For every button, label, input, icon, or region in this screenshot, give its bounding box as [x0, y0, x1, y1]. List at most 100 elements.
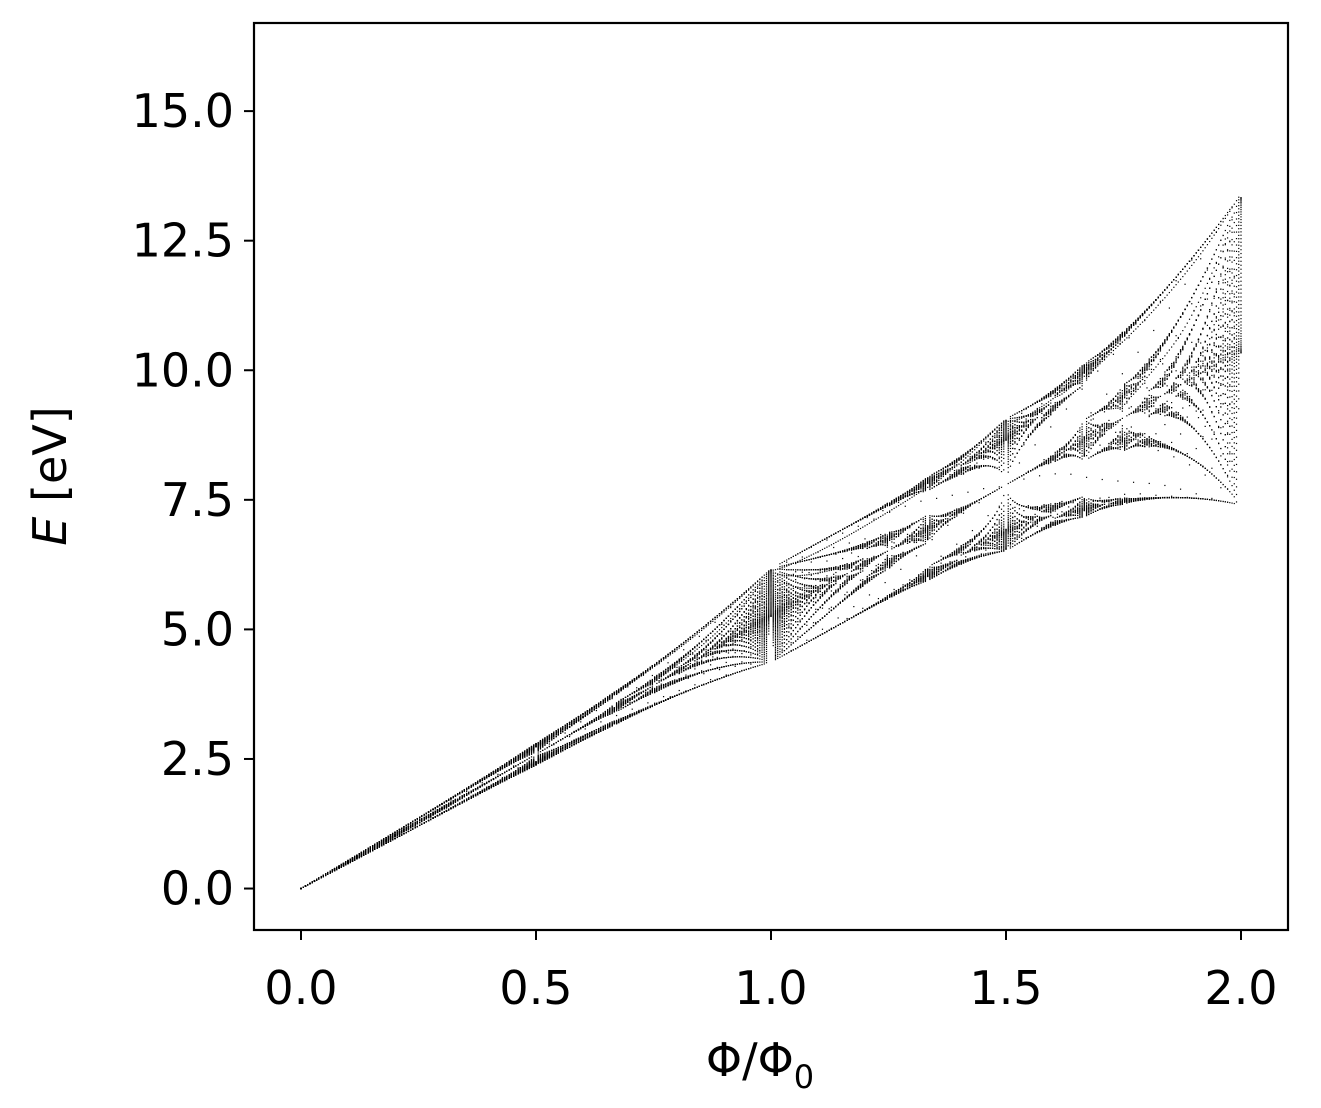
- spectrum-point: [470, 784, 472, 787]
- spectrum-point: [423, 821, 425, 824]
- spectrum-point: [439, 804, 441, 806]
- spectrum-point: [459, 796, 461, 798]
- spectrum-point: [407, 825, 410, 827]
- spectrum-point: [479, 779, 481, 781]
- spectrum-point: [398, 832, 401, 834]
- spectrum-point: [450, 801, 452, 803]
- spectrum-point: [430, 816, 432, 818]
- spectrum-point: [432, 817, 434, 819]
- spectrum-point: [403, 828, 405, 830]
- spectrum-point: [432, 814, 434, 816]
- spectrum-point: [410, 826, 412, 828]
- spectrum-point: [470, 795, 472, 797]
- spectrum-point: [374, 845, 376, 847]
- spectrum-point: [466, 787, 468, 789]
- spectrum-point: [372, 848, 374, 850]
- spectrum-point: [419, 824, 421, 826]
- spectrum-point: [439, 807, 441, 810]
- spectrum-point: [372, 846, 374, 848]
- spectrum-point: [378, 841, 380, 843]
- spectrum-point: [396, 833, 398, 835]
- spectrum-point: [439, 810, 441, 812]
- spectrum-point: [358, 853, 360, 855]
- spectrum-point: [369, 846, 371, 848]
- spectrum-point: [385, 839, 387, 841]
- spectrum-point: [461, 790, 463, 792]
- spectrum-point: [387, 841, 389, 843]
- spectrum-point: [307, 883, 309, 886]
- spectrum-point: [396, 832, 398, 834]
- spectrum-point: [398, 835, 401, 837]
- spectrum-point: [387, 837, 389, 839]
- spectrum-point: [448, 798, 450, 800]
- spectrum-point: [423, 816, 425, 818]
- spectrum-point: [380, 839, 383, 841]
- spectrum-point: [441, 812, 443, 814]
- spectrum-point: [407, 827, 410, 829]
- spectrum-point: [383, 842, 385, 844]
- spectrum-point: [412, 828, 414, 830]
- spectrum-point: [457, 803, 459, 805]
- spectrum-point: [457, 793, 459, 795]
- spectrum-point: [378, 846, 380, 848]
- spectrum-point: [457, 798, 459, 800]
- spectrum-point: [410, 825, 412, 828]
- spectrum-point: [427, 819, 430, 821]
- spectrum-point: [481, 784, 483, 786]
- spectrum-point: [445, 800, 448, 802]
- spectrum-point: [468, 786, 470, 788]
- spectrum-point: [412, 820, 414, 822]
- spectrum-point: [454, 804, 457, 806]
- spectrum-point: [403, 829, 405, 831]
- spectrum-point: [347, 859, 349, 862]
- spectrum-point: [452, 795, 454, 798]
- spectrum-point: [398, 828, 401, 831]
- spectrum-point: [474, 788, 477, 790]
- spectrum-points: [300, 196, 1242, 890]
- spectrum-point: [329, 870, 331, 872]
- spectrum-point: [367, 851, 369, 853]
- spectrum-point: [425, 815, 427, 817]
- spectrum-point: [416, 820, 418, 822]
- spectrum-point: [416, 825, 418, 828]
- spectrum-point: [412, 823, 414, 825]
- spectrum-point: [472, 794, 474, 796]
- spectrum-point: [463, 794, 465, 796]
- spectrum-point: [383, 843, 385, 845]
- spectrum-point: [481, 782, 483, 784]
- spectrum-point: [349, 858, 351, 860]
- spectrum-point: [419, 816, 421, 818]
- spectrum-point: [461, 800, 463, 803]
- spectrum-point: [403, 826, 405, 828]
- spectrum-point: [367, 847, 369, 849]
- spectrum-point: [363, 854, 365, 856]
- spectrum-point: [403, 833, 405, 835]
- spectrum-point: [383, 839, 385, 841]
- spectrum-point: [396, 836, 398, 838]
- spectrum-point: [325, 873, 327, 875]
- spectrum-point: [356, 858, 358, 860]
- spectrum-point: [436, 805, 439, 807]
- spectrum-point: [407, 830, 410, 832]
- spectrum-point: [448, 802, 450, 804]
- spectrum-point: [430, 814, 432, 816]
- spectrum-point: [385, 838, 387, 840]
- spectrum-point: [434, 810, 436, 812]
- spectrum-point: [383, 840, 385, 842]
- spectrum-point: [421, 823, 423, 825]
- spectrum-point: [311, 881, 313, 883]
- spectrum-point: [463, 788, 465, 791]
- spectrum-point: [434, 816, 436, 818]
- spectrum-point: [410, 829, 412, 831]
- spectrum-point: [354, 855, 356, 858]
- spectrum-point: [374, 843, 376, 845]
- spectrum-point: [477, 792, 479, 794]
- spectrum-point: [483, 788, 486, 790]
- spectrum-point: [318, 877, 320, 879]
- spectrum-point: [459, 791, 461, 793]
- spectrum-point: [304, 885, 307, 887]
- spectrum-point: [414, 827, 416, 829]
- spectrum-point: [432, 808, 434, 810]
- spectrum-point: [389, 835, 392, 838]
- spectrum-point: [430, 813, 432, 815]
